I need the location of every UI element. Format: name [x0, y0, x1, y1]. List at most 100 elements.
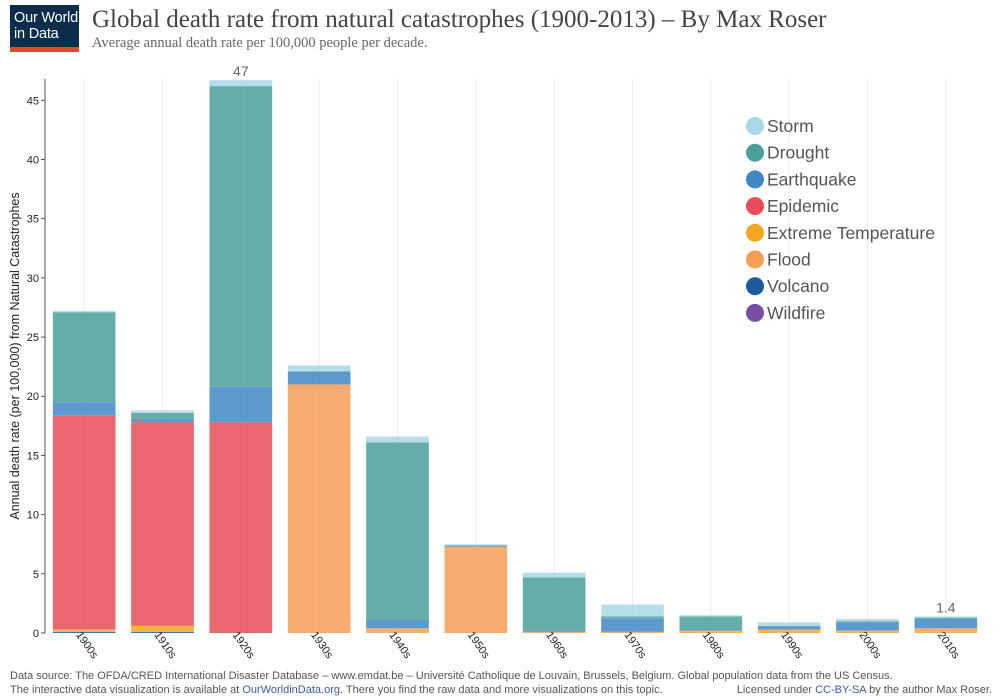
- bar-earthquake-1900s: [52, 402, 116, 416]
- data-label-total: 1.4: [936, 599, 956, 615]
- y-tick-label: 35: [27, 214, 39, 226]
- bar-earthquake-2000s: [836, 622, 899, 631]
- legend-swatch-earthquake: [746, 170, 764, 189]
- chart-subtitle: Average annual death rate per 100,000 pe…: [92, 35, 428, 51]
- legend-swatch-epidemic: [746, 197, 764, 216]
- data-label-total: 47: [233, 63, 249, 79]
- bar-earthquake-1970s: [601, 618, 664, 632]
- owid-logo: Our World in Data: [10, 5, 79, 52]
- legend-swatch-flood: [746, 250, 764, 269]
- bar-flood-1930s: [287, 384, 351, 633]
- bar-storm-1900s: [52, 311, 116, 313]
- x-tick-label: 2010s: [935, 630, 962, 662]
- x-tick-label: 1970s: [621, 630, 648, 662]
- bar-extreme-temperature-1900s: [52, 630, 116, 632]
- footer-suffix: . There you find the raw data and more v…: [339, 684, 663, 696]
- legend-label: Flood: [767, 250, 811, 270]
- footer-source: Data source: The OFDA/CRED International…: [10, 670, 893, 682]
- legend-label: Storm: [767, 116, 814, 136]
- bar-drought-2000s: [836, 621, 899, 623]
- bar-flood-1980s: [679, 630, 743, 632]
- bar-extreme-temperature-1910s: [131, 625, 194, 632]
- bar-flood-1950s: [444, 546, 508, 633]
- bar-earthquake-1920s: [209, 386, 273, 423]
- bar-flood-1960s: [522, 631, 586, 633]
- legend-label: Earthquake: [767, 169, 857, 189]
- legend-swatch-drought: [746, 143, 764, 162]
- bar-earthquake-1950s: [444, 545, 508, 547]
- owid-link[interactable]: OurWorldinData.org: [242, 684, 340, 696]
- x-tick-label: 1920s: [230, 630, 257, 662]
- license-link[interactable]: CC-BY-SA: [815, 684, 867, 696]
- y-tick-label: 40: [27, 154, 39, 166]
- y-axis-label: Annual death rate (per 100,000) from Nat…: [8, 192, 22, 519]
- bar-storm-2000s: [836, 618, 899, 622]
- bar-earthquake-1960s: [522, 630, 586, 632]
- bar-earthquake-1930s: [287, 371, 351, 385]
- bar-drought-1940s: [366, 442, 429, 620]
- chart-title: Global death rate from natural catastrop…: [92, 6, 827, 33]
- y-tick-label: 0: [33, 628, 39, 640]
- legend-label: Drought: [767, 143, 829, 163]
- bar-storm-1940s: [366, 436, 429, 443]
- footer-availability: The interactive data visualization is av…: [10, 684, 663, 696]
- x-tick-label: 1940s: [386, 630, 413, 662]
- bar-storm-1920s: [209, 80, 273, 87]
- y-tick-label: 15: [27, 450, 39, 462]
- legend-swatch-volcano: [746, 277, 764, 296]
- bar-extreme-temperature-2000s: [836, 631, 899, 633]
- bar-volcano-1910s: [131, 631, 194, 633]
- bar-storm-1970s: [601, 604, 664, 617]
- logo-accent-bar: [10, 47, 79, 52]
- bar-volcano-1900s: [52, 631, 116, 633]
- bar-drought-1970s: [601, 616, 664, 619]
- bar-drought-1900s: [52, 312, 116, 403]
- bar-earthquake-2010s: [914, 618, 978, 629]
- bar-flood-2000s: [836, 630, 899, 632]
- x-tick-label: 1960s: [543, 630, 570, 662]
- bar-storm-1930s: [287, 365, 351, 372]
- bar-flood-1900s: [52, 629, 116, 631]
- legend-label: Epidemic: [767, 196, 839, 216]
- legend-label: Wildfire: [767, 303, 825, 323]
- bar-flood-2010s: [914, 628, 978, 632]
- x-tick-label: 1980s: [700, 630, 727, 662]
- bar-storm-1910s: [131, 410, 194, 413]
- bar-storm-2010s: [914, 616, 978, 618]
- bar-epidemic-1900s: [52, 415, 116, 630]
- bar-flood-1990s: [757, 629, 821, 632]
- bar-flood-1940s: [366, 628, 429, 633]
- bar-extreme-temperature-2010s: [914, 631, 978, 633]
- y-tick-label: 25: [27, 332, 39, 344]
- bar-earthquake-1910s: [131, 418, 194, 423]
- bar-flood-1970s: [601, 631, 664, 633]
- bar-drought-1910s: [131, 412, 194, 419]
- y-tick-label: 10: [27, 510, 39, 522]
- x-tick-label: 1900s: [73, 630, 100, 662]
- bar-epidemic-1910s: [131, 422, 194, 626]
- x-tick-label: 2000s: [856, 630, 883, 662]
- legend-swatch-extreme-temperature: [746, 223, 764, 242]
- bar-drought-1920s: [209, 86, 273, 387]
- y-tick-label: 30: [27, 273, 39, 285]
- bar-storm-1960s: [522, 572, 586, 578]
- footer-license: Licensed under CC-BY-SA by the author Ma…: [737, 684, 992, 696]
- y-tick-label: 20: [27, 391, 39, 403]
- license-prefix: Licensed under: [736, 684, 816, 696]
- legend-swatch-wildfire: [746, 303, 764, 322]
- y-tick-label: 5: [33, 569, 39, 581]
- bar-extreme-temperature-1990s: [757, 631, 821, 633]
- bar-drought-1960s: [522, 577, 586, 631]
- logo-line-1: Our World: [14, 10, 79, 26]
- footer-prefix: The interactive data visualization is av…: [10, 684, 243, 696]
- bar-earthquake-1980s: [679, 629, 743, 631]
- x-tick-label: 1930s: [308, 630, 335, 662]
- bar-storm-1950s: [444, 544, 508, 546]
- y-tick-label: 45: [27, 95, 39, 107]
- bar-epidemic-1920s: [209, 422, 273, 633]
- x-tick-label: 1910s: [151, 630, 178, 662]
- bar-drought-1980s: [679, 616, 743, 630]
- x-tick-label: 1950s: [465, 630, 492, 662]
- bar-drought-2010s: [914, 617, 978, 619]
